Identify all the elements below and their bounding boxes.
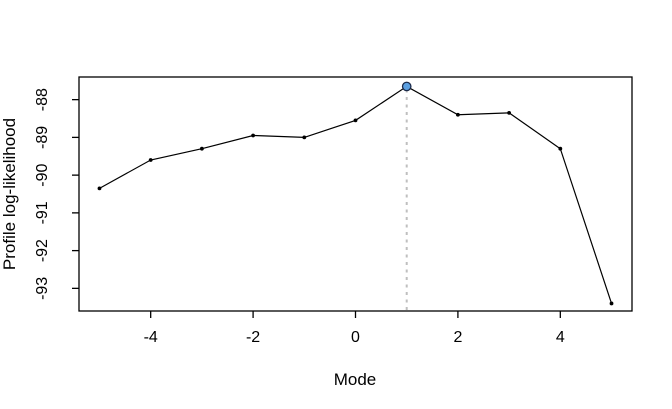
data-point (148, 158, 153, 162)
data-point (199, 146, 204, 151)
y-tick-label: -90 (34, 163, 51, 186)
x-axis-label: Mode (334, 370, 377, 389)
data-point (558, 146, 563, 151)
max-likelihood-point (401, 81, 412, 92)
y-tick-label: -91 (34, 201, 51, 224)
data-point (609, 301, 614, 306)
series-layer (97, 81, 614, 306)
y-tick-label: -89 (34, 126, 51, 149)
y-axis-label: Profile log-likelihood (0, 118, 19, 270)
y-axis: -88 -89 -90 -91 -92 -93 (34, 88, 79, 300)
x-tick-label: 2 (453, 329, 462, 346)
data-point (507, 110, 512, 115)
data-point (353, 118, 358, 123)
y-tick-label: -92 (34, 239, 51, 262)
x-tick-label: -4 (144, 329, 158, 346)
plot-area-border (78, 76, 633, 312)
data-point (302, 135, 307, 140)
data-point (251, 133, 255, 138)
data-point (456, 112, 460, 117)
data-point (97, 186, 102, 191)
y-tick-label: -88 (34, 88, 51, 111)
x-tick-label: 4 (556, 329, 565, 346)
y-tick-label: -93 (34, 277, 51, 300)
x-tick-label: -2 (246, 329, 260, 346)
x-axis: -4 -2 0 2 4 (144, 311, 565, 346)
x-tick-label: 0 (351, 329, 360, 346)
